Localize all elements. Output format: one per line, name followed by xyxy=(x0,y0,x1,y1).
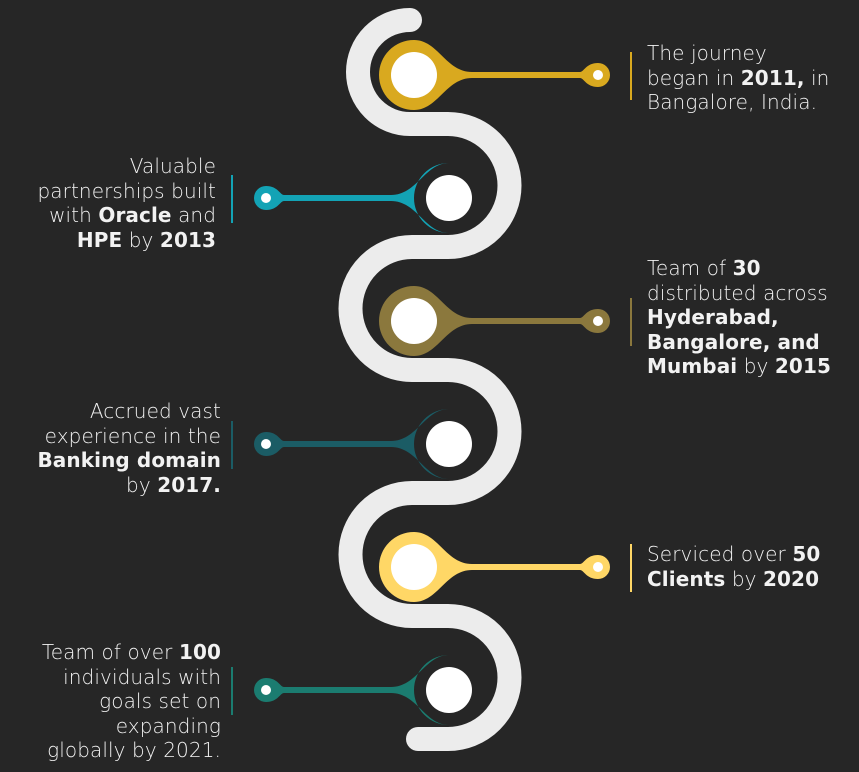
milestone-highlight: 30 xyxy=(732,256,761,280)
pin-tip-dot xyxy=(593,316,603,326)
pin-tip-dot xyxy=(261,439,271,449)
milestone-text-run: Accrued vast xyxy=(89,399,221,423)
milestone-text-run: goals set on xyxy=(99,689,221,713)
pin-center-dot xyxy=(426,667,472,713)
milestone-2021-text: Team of over 100 individuals with goals se… xyxy=(0,640,221,763)
milestone-text-run: partnerships built xyxy=(37,178,216,203)
milestone-text-run: Team of xyxy=(647,256,733,280)
accent-bar xyxy=(630,544,632,592)
milestone-2013-text: Valuable partnerships built with Oracle an… xyxy=(0,154,216,252)
accent-bar xyxy=(231,421,233,469)
milestone-2017-text: Accrued vast experience in the Banking dom… xyxy=(0,399,221,497)
snake-road xyxy=(338,8,522,751)
milestone-text-run: globally by 2021. xyxy=(47,738,221,762)
milestone-pin xyxy=(379,40,610,110)
milestone-text-run: expanding xyxy=(115,713,221,738)
milestone-2020-text: Serviced over 50 Clients by 2020 xyxy=(647,542,852,591)
pin-tip-dot xyxy=(593,70,603,80)
milestone-highlight: 2011, xyxy=(740,65,805,90)
milestone-text-run: Serviced over xyxy=(647,542,793,566)
milestone-text-run: distributed across xyxy=(647,280,828,305)
milestone-highlight: HPE xyxy=(76,227,123,252)
milestone-highlight: 50 xyxy=(792,542,821,566)
milestone-pin xyxy=(254,655,449,725)
pin-tip-dot xyxy=(593,562,603,572)
milestone-text-run: with xyxy=(49,203,99,227)
milestone-highlight: 2017. xyxy=(157,472,221,497)
milestone-text-run: Valuable xyxy=(129,154,216,178)
milestone-text-run: The journey xyxy=(647,41,767,65)
pin-center-dot xyxy=(391,298,437,344)
pin-tip-dot xyxy=(261,193,271,203)
pin-center-dot xyxy=(391,544,437,590)
pin-center-dot xyxy=(426,421,472,467)
milestone-pin xyxy=(254,409,449,479)
milestone-2011-text: The journey began in 2011, in Bangalore, I… xyxy=(647,41,852,115)
accent-bar xyxy=(231,175,233,223)
milestone-highlight: Mumbai xyxy=(647,354,738,378)
milestone-highlight: 100 xyxy=(178,640,221,664)
milestone-pin xyxy=(379,532,610,602)
pin-center-dot xyxy=(426,175,472,221)
milestone-text-run: and xyxy=(171,203,216,227)
milestone-text-run: by xyxy=(737,354,775,378)
pin-center-dot xyxy=(391,52,437,98)
milestone-highlight: 2020 xyxy=(763,566,820,591)
milestone-highlight: Clients xyxy=(647,566,726,591)
milestone-highlight: 2015 xyxy=(774,354,831,378)
accent-bar xyxy=(231,667,233,715)
milestone-text-run: in xyxy=(804,65,830,90)
pin-tip-dot xyxy=(261,685,271,695)
milestone-text-run: individuals with xyxy=(63,664,221,689)
milestone-highlight: Hyderabad, xyxy=(647,305,779,329)
milestone-highlight: Bangalore, and xyxy=(647,329,820,354)
milestone-text-run: experience in the xyxy=(44,423,221,448)
milestone-pin xyxy=(254,163,449,233)
milestone-text-run: Bangalore, India. xyxy=(647,90,818,114)
milestone-text-run: by xyxy=(122,227,160,252)
milestone-text-run: by xyxy=(725,566,764,591)
milestone-highlight: Banking domain xyxy=(37,448,221,472)
milestone-text-run: Team of over xyxy=(41,640,179,664)
milestone-highlight: Oracle xyxy=(98,203,172,227)
milestone-text-run: by xyxy=(126,472,158,497)
milestone-2015-text: Team of 30 distributed across Hyderabad, Ba… xyxy=(647,256,859,379)
accent-bar xyxy=(630,52,632,100)
milestone-text-run: began in xyxy=(647,65,741,90)
milestone-pin xyxy=(379,286,610,356)
accent-bar xyxy=(630,298,632,346)
milestone-highlight: 2013 xyxy=(159,227,216,252)
